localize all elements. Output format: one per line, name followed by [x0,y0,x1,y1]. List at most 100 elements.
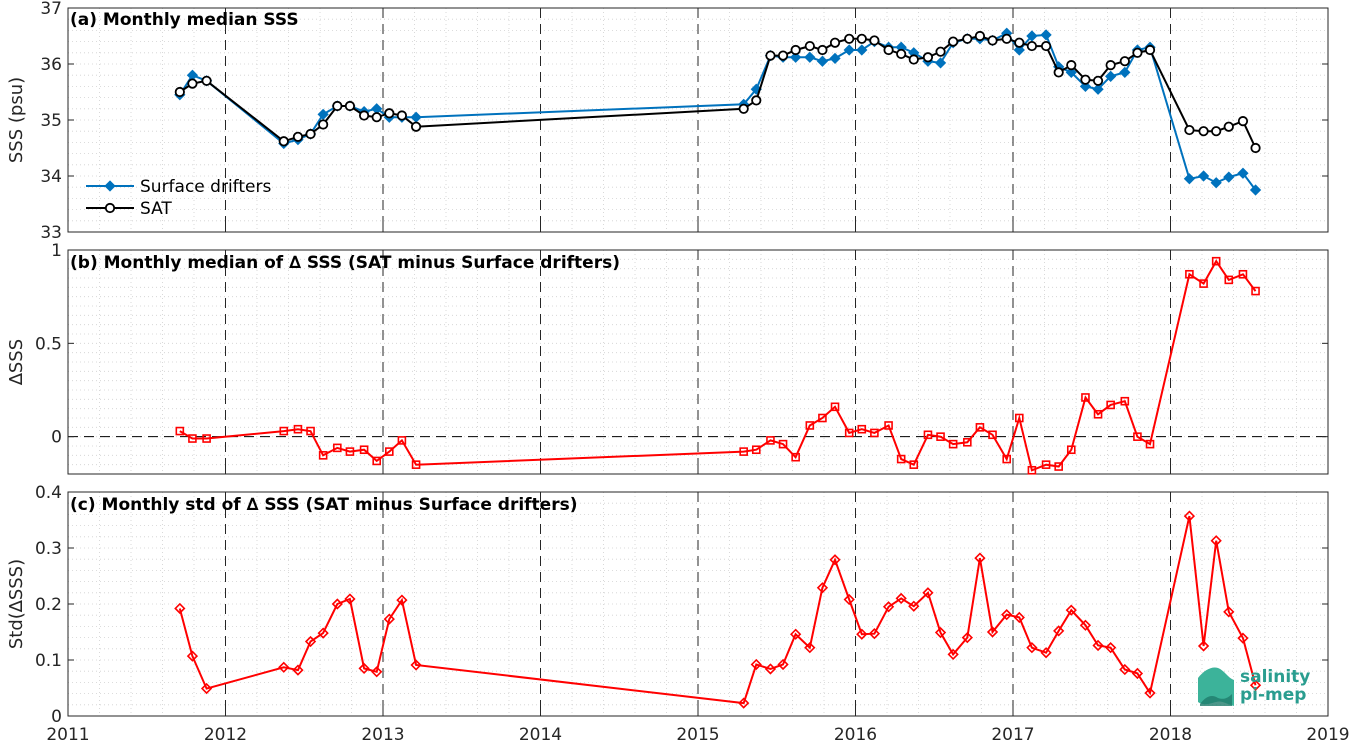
data-point [1106,400,1115,410]
data-point [830,402,840,412]
data-point [1041,460,1051,469]
data-point [1002,454,1012,464]
data-point [948,36,959,47]
series-line [178,515,1257,705]
data-point [1211,126,1222,137]
data-point [884,421,893,430]
data-point [1210,535,1222,547]
data-point [751,445,761,455]
data-point [175,426,185,436]
data-point [1105,642,1117,654]
data-point [1223,121,1234,132]
legend-marker [104,180,116,192]
data-point [293,424,303,434]
data-point [856,628,868,640]
data-point [895,592,907,605]
data-point [804,40,815,52]
y-tick-label: 0 [51,707,62,727]
data-point [909,460,919,469]
data-point [1013,44,1025,56]
data-point [948,439,958,449]
data-point [1026,30,1038,42]
data-point [1105,60,1116,71]
data-point [974,552,986,564]
y-tick-label: 0.1 [35,651,62,671]
logo-line1: salinity [1240,667,1310,687]
y-axis-label: ∆SSS [6,339,27,386]
data-point [974,30,986,42]
y-tick-label: 0.4 [35,483,62,503]
data-point [923,430,933,440]
data-point [869,35,880,46]
series-line [179,259,1257,472]
data-point [1013,611,1025,624]
data-point [856,33,867,44]
data-point [317,627,329,639]
data-point [790,44,801,56]
data-point [1081,393,1090,402]
data-point [778,439,788,449]
data-point [1066,445,1076,455]
y-tick-label: 34 [40,167,62,187]
data-point [1237,167,1249,179]
data-point [829,554,841,566]
x-tick-label: 2011 [46,725,89,745]
data-point [961,631,973,644]
data-point [1105,70,1117,82]
data-point [384,108,395,119]
data-point [188,434,197,443]
data-point [751,95,762,106]
panel-title: (c) Monthly std of ∆ SSS (SAT minus Surf… [70,495,577,515]
data-point [202,434,211,443]
data-point [908,54,919,65]
data-point [1001,609,1013,621]
y-tick-label: 0.5 [35,334,62,354]
series-values [175,256,1260,475]
data-point [962,33,973,44]
legend-marker [104,202,116,214]
data-point [1066,60,1077,71]
data-point [333,443,342,453]
x-tick-label: 2018 [1149,725,1192,745]
data-point [777,658,789,671]
data-point [868,628,881,640]
data-point [344,593,356,605]
data-point [1131,667,1144,680]
data-point [371,666,383,678]
logo-wave-icon [1198,667,1234,706]
data-point [1053,625,1065,637]
data-point [331,598,343,610]
y-tick-label: 37 [40,0,62,19]
y-tick-label: 36 [40,55,62,75]
data-point [306,426,315,436]
data-point [738,697,750,709]
data-point [883,44,894,56]
data-point [1144,44,1156,56]
data-point [804,51,816,63]
data-point [1249,679,1262,691]
data-point [790,628,802,640]
data-point [411,460,421,469]
data-point [396,594,408,606]
x-axis-tick-labels: 2011 2012 2013 2014 2015 2016 2017 2018 2019 [46,725,1349,745]
data-point [1040,40,1052,52]
data-point [1133,432,1142,441]
data-point [1132,47,1143,58]
salinity-pi-mep-logo: salinity pi-mep [1198,667,1310,706]
panel-title: (a) Monthly median SSS [70,10,299,30]
data-point [816,55,829,67]
data-point [857,424,867,434]
data-point [1119,66,1131,79]
data-point [1040,647,1052,659]
data-point [844,33,855,44]
y-axis-label: SSS (psu) [6,77,27,163]
data-point [359,445,369,455]
panel-title: (b) Monthly median of ∆ SSS (SAT minus S… [70,253,620,273]
data-point [934,57,947,69]
series-sat [174,30,1261,154]
data-point [829,52,841,65]
data-point [1185,269,1194,279]
data-point [397,436,407,445]
data-point [304,635,317,648]
data-point [318,451,328,460]
